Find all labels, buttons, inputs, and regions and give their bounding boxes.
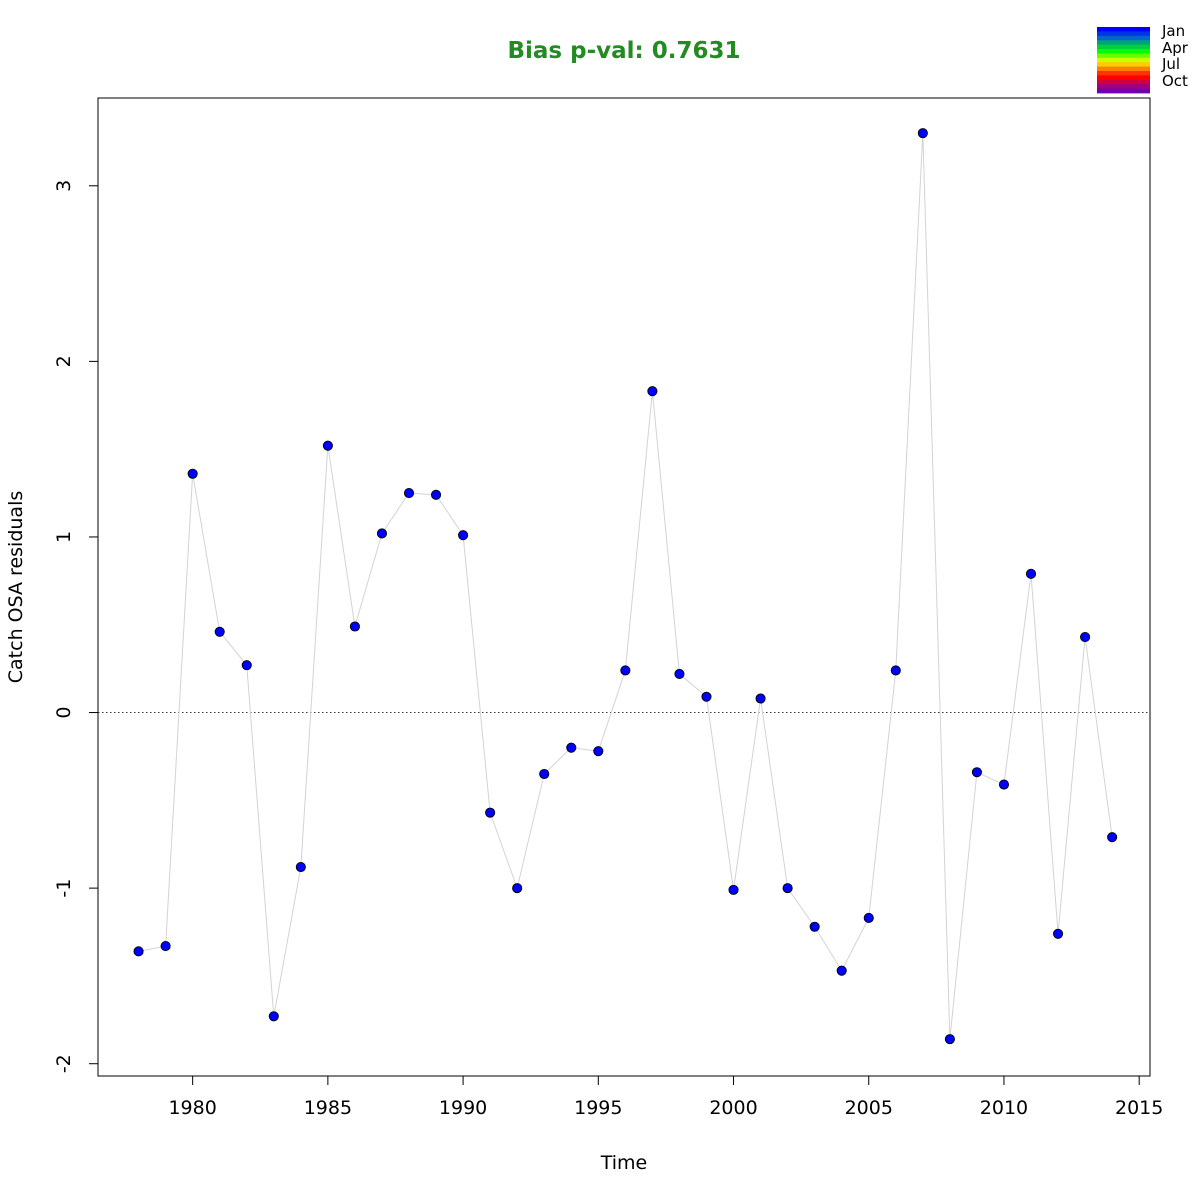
data-point <box>944 1034 955 1045</box>
data-point <box>647 386 658 397</box>
y-tick-label: -1 <box>53 879 75 898</box>
data-point <box>187 468 198 479</box>
legend-label: Jul <box>1161 55 1180 73</box>
legend-label: Apr <box>1162 39 1189 57</box>
data-point <box>403 488 415 499</box>
data-point <box>376 528 388 539</box>
data-point <box>863 912 874 924</box>
legend-color-bar <box>1097 27 1150 94</box>
chart-title: Bias p-val: 0.7631 <box>508 38 741 64</box>
legend-swatch <box>1097 27 1150 32</box>
data-point <box>268 1011 279 1022</box>
data-point <box>295 862 306 873</box>
data-point <box>160 941 171 952</box>
legend-swatch <box>1097 53 1150 59</box>
x-tick-label: 1990 <box>439 1097 487 1119</box>
data-point <box>728 884 739 895</box>
legend-swatch <box>1097 49 1150 54</box>
legend-label: Oct <box>1162 72 1188 90</box>
data-point <box>566 742 577 753</box>
data-point <box>512 883 523 894</box>
data-point <box>430 489 442 500</box>
data-point <box>755 693 766 704</box>
data-point <box>836 965 847 976</box>
data-point <box>809 921 820 932</box>
legend-swatch <box>1097 84 1150 89</box>
y-axis: -2 -1 0 1 2 3 <box>53 180 99 1073</box>
legend-swatch <box>1097 31 1150 37</box>
x-tick-label: 2000 <box>709 1097 757 1119</box>
y-axis-label: Catch OSA residuals <box>5 491 27 683</box>
data-point <box>674 668 685 679</box>
legend-swatch <box>1097 79 1150 85</box>
data-point <box>701 691 712 702</box>
data-point <box>485 807 496 818</box>
x-tick-label: 2015 <box>1115 1097 1163 1119</box>
legend-swatch <box>1097 40 1150 45</box>
data-point <box>133 946 144 957</box>
plot-frame <box>97 97 1151 1077</box>
data-point <box>1107 832 1118 843</box>
data-point <box>1025 568 1037 579</box>
legend-swatch <box>1097 57 1150 63</box>
legend-swatch <box>1097 35 1150 41</box>
y-tick-label: 3 <box>53 180 75 192</box>
data-point <box>322 440 333 451</box>
plot-area <box>98 128 1150 1045</box>
plot-axes <box>97 97 1151 1077</box>
x-tick-label: 1985 <box>304 1097 352 1119</box>
data-point <box>998 779 1010 790</box>
legend-swatch <box>1097 88 1150 94</box>
data-point <box>1053 928 1064 939</box>
series-line <box>138 133 1113 1040</box>
x-axis-label: Time <box>600 1152 648 1174</box>
data-point <box>593 746 604 757</box>
data-point <box>241 660 252 671</box>
y-tick-label: 1 <box>53 531 75 543</box>
x-tick-label: 1995 <box>574 1097 622 1119</box>
data-point <box>971 767 982 778</box>
data-point <box>214 626 225 637</box>
legend-swatch <box>1097 44 1150 50</box>
data-point <box>458 530 469 541</box>
x-tick-label: 2010 <box>980 1097 1028 1119</box>
data-point <box>620 665 631 676</box>
data-point <box>917 128 928 139</box>
data-point <box>349 621 360 632</box>
legend-swatch <box>1097 71 1150 76</box>
data-point <box>1080 631 1091 643</box>
legend-swatch <box>1097 66 1150 72</box>
x-tick-label: 2005 <box>845 1097 893 1119</box>
data-point <box>890 665 901 676</box>
y-tick-label: -2 <box>53 1054 75 1073</box>
y-tick-label: 0 <box>53 706 75 718</box>
y-tick-label: 2 <box>53 355 75 367</box>
x-tick-label: 1980 <box>168 1097 216 1119</box>
legend-swatch <box>1097 75 1150 81</box>
data-point <box>782 883 793 894</box>
x-axis: 1980 1985 1990 1995 2000 2005 2010 2015 <box>168 1075 1163 1119</box>
legend-swatch <box>1097 62 1150 67</box>
legend-label: Jan <box>1161 22 1185 40</box>
data-point <box>539 768 550 780</box>
